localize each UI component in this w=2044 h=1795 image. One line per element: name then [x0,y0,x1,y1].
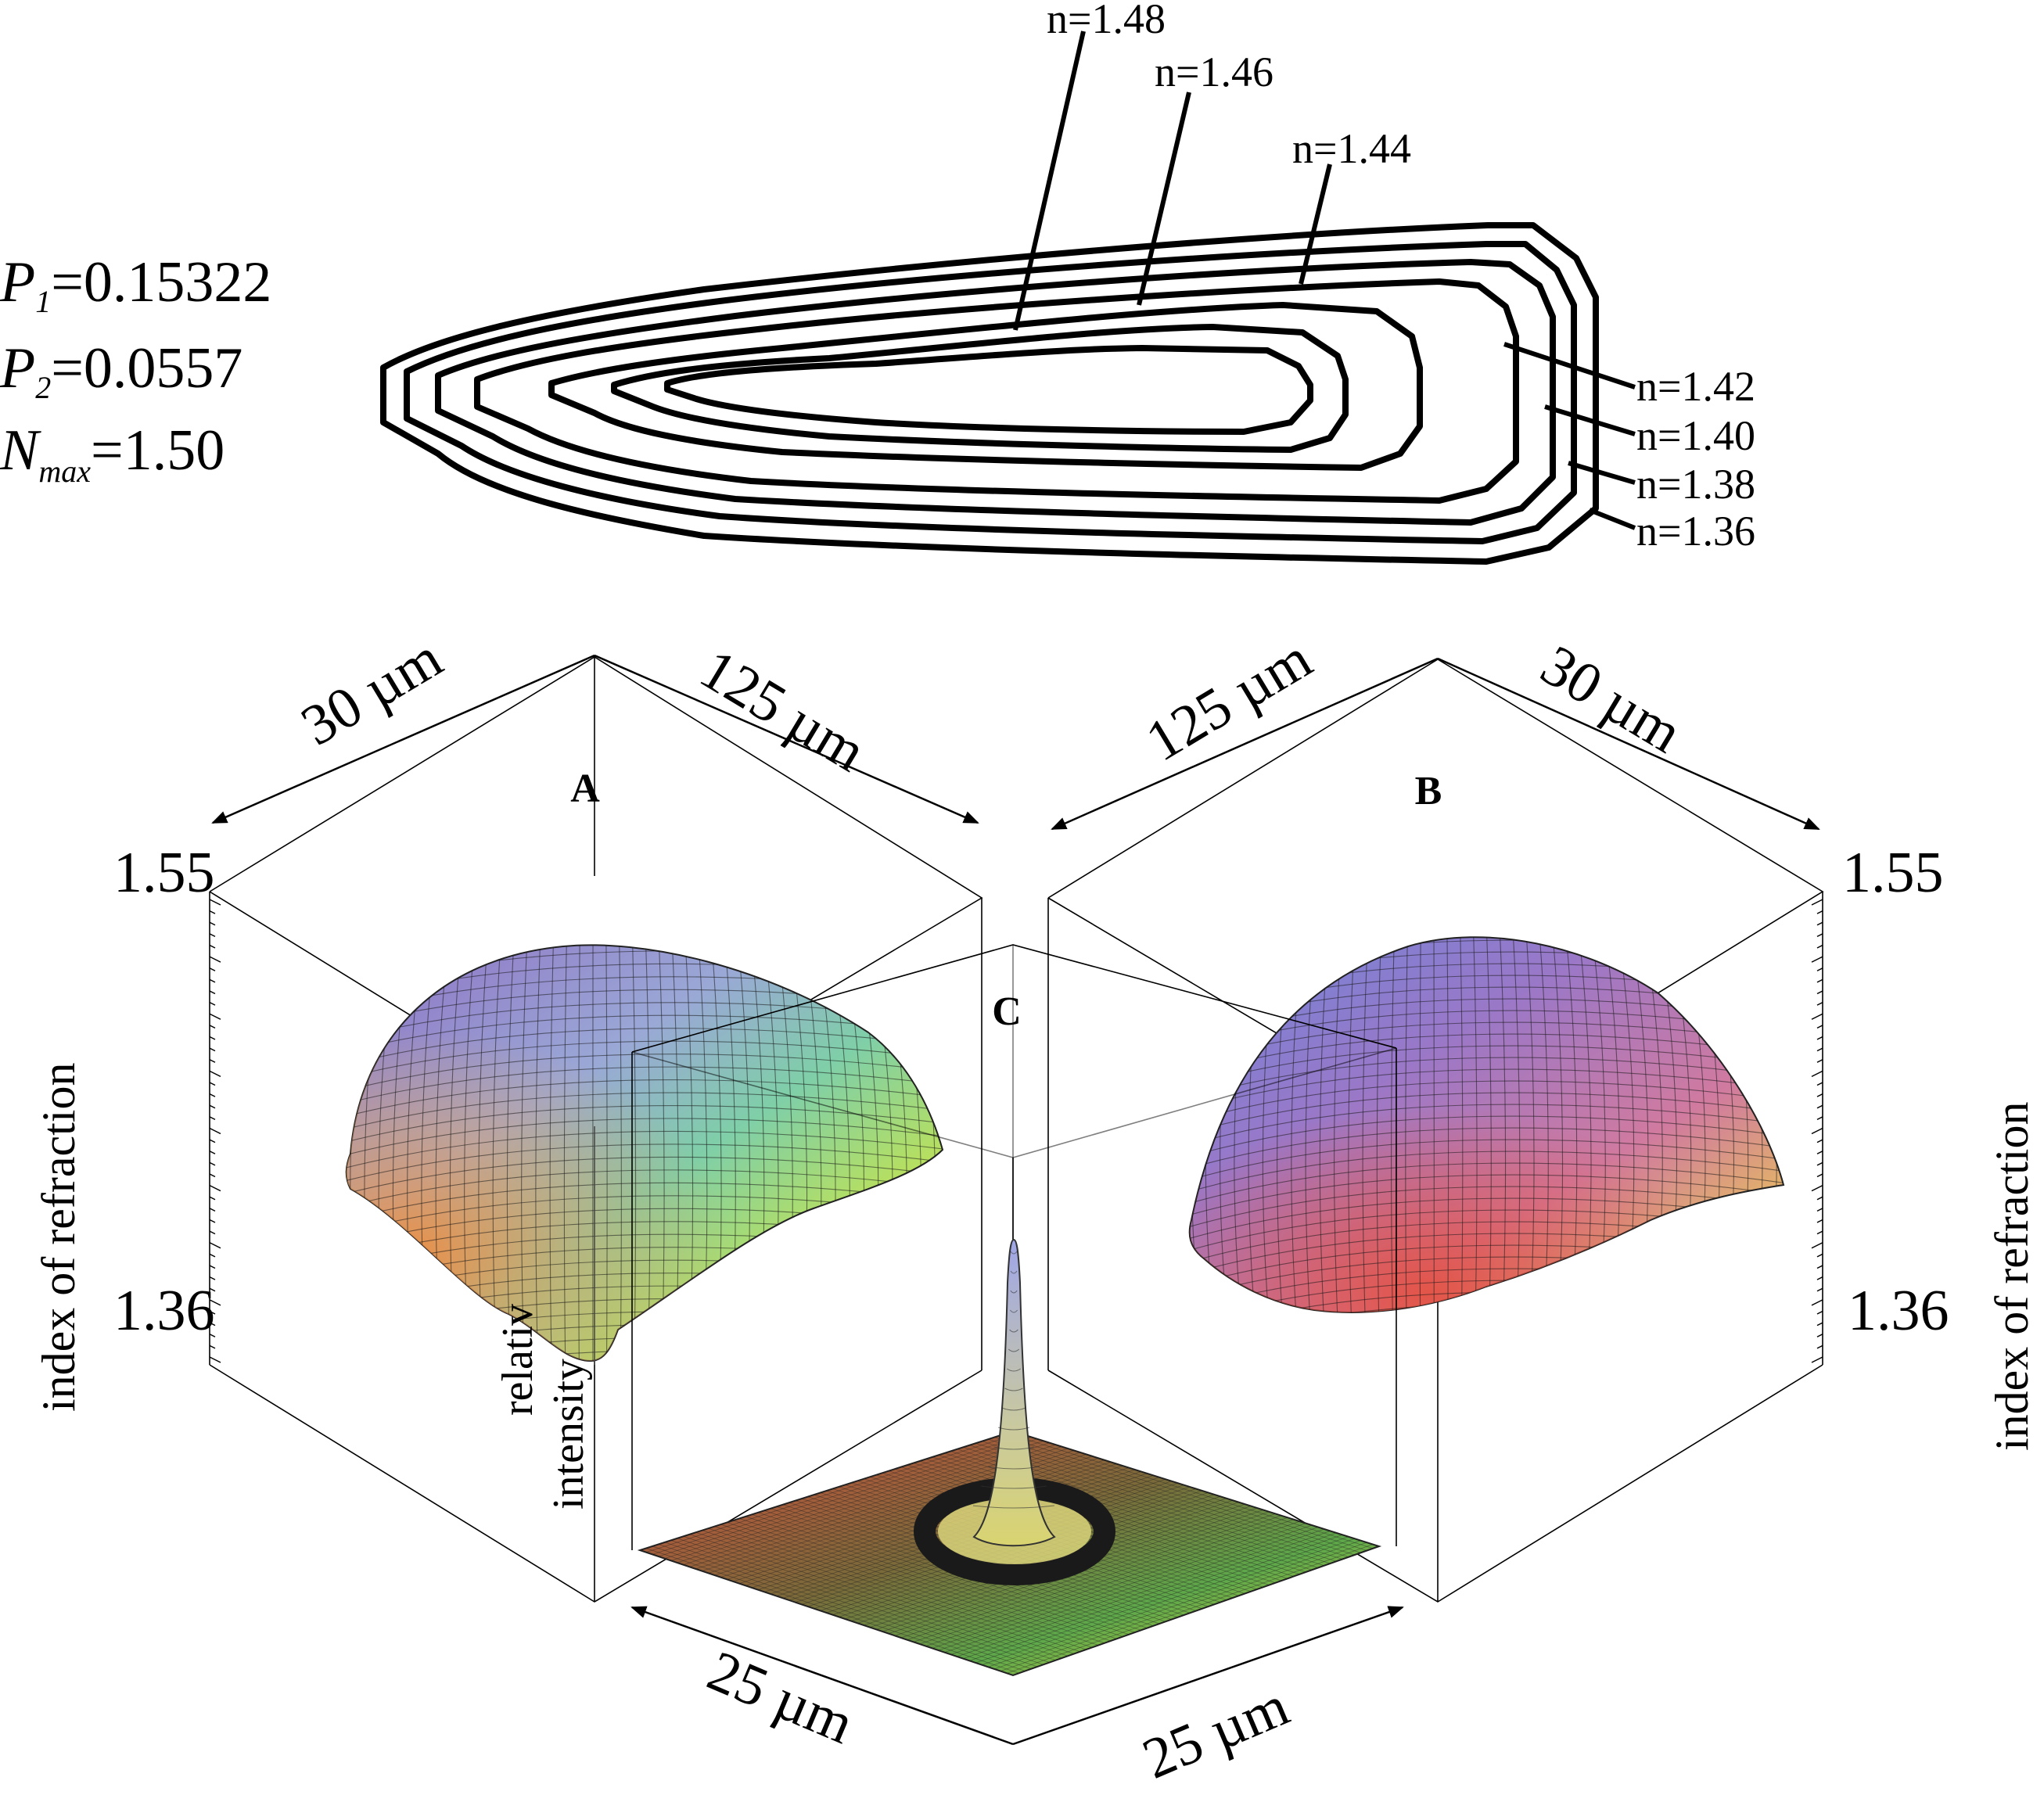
panel-b-surface [1188,936,1785,1313]
p1-line: P1=0.15322 [0,250,271,319]
contour-146 [611,324,1349,453]
panel-b-z-max: 1.55 [1842,841,1944,905]
leader-148 [1013,31,1086,331]
contour-142 [474,278,1519,504]
panel-a-z-axis-label: index of refraction [33,1063,84,1412]
leader-136 [1588,508,1636,530]
panel-a-arrow-right [594,654,979,824]
parameter-block: P1=0.15322 P2=0.0557 Nmax=1.50 [0,250,271,489]
contour-label-136: n=1.36 [1636,508,1755,555]
contour-label-140: n=1.40 [1636,412,1755,459]
contour-label-138: n=1.38 [1636,461,1755,508]
panel-a-z-max: 1.55 [113,841,215,905]
contour-plot: n=1.48 n=1.46 n=1.44 n=1.42 n=1.40 n=1.3… [380,0,1755,565]
panel-b-arrow-left [1051,657,1439,831]
p2-line: P2=0.0557 [0,336,242,405]
panel-c-dim-left: 25 µm [699,1639,862,1757]
panel-c-arrow-right [1012,1606,1404,1746]
panel-a-z-min: 1.36 [113,1279,215,1343]
contour-138 [404,241,1577,544]
panel-c-z-axis-label-2: intensity [544,1359,593,1510]
contour-label-146: n=1.46 [1155,48,1273,95]
panel-b-label: B [1415,769,1442,813]
panel-b-z-axis-label: index of refraction [1986,1102,2038,1451]
panel-b: B 1.55 1.36 index of refraction 125 µm 3… [1047,626,2038,1603]
panel-a-z-ticks [209,899,221,1363]
panel-a-dim-left: 30 µm [291,626,453,759]
panel-c-surface [637,1238,1382,1677]
panel-c: C relativ intensity 25 µm 25 µm [494,944,1404,1792]
panel-b-arrow-right [1437,657,1820,831]
panel-c-peak [972,1238,1056,1547]
panel-b-z-min: 1.36 [1848,1279,1949,1343]
contour-136 [380,222,1599,565]
contour-label-148: n=1.48 [1047,0,1166,42]
leader-142 [1503,342,1636,390]
leader-146 [1137,92,1191,306]
contour-140 [435,259,1556,526]
contour-label-142: n=1.42 [1636,363,1755,410]
contour-148 [664,345,1313,435]
nmax-line: Nmax=1.50 [0,418,225,489]
panel-a-dim-right: 125 µm [689,637,876,784]
panel-b-dim-right: 30 µm [1530,633,1692,766]
panel-c-arrow-left [630,1606,1014,1746]
panel-a: A 1.55 1.36 index of refraction 30 µm 12… [33,626,983,1603]
panel-a-label: A [570,766,600,811]
leader-144 [1299,163,1332,285]
contour-label-144: n=1.44 [1292,125,1411,172]
panel-c-z-axis-label-1: relativ [494,1304,542,1416]
panel-c-dim-right: 25 µm [1134,1674,1298,1792]
panel-a-arrow-left [211,654,595,824]
panel-c-label: C [992,989,1022,1034]
panel-a-surface [345,944,944,1365]
leader-140 [1544,404,1636,436]
contour-144 [548,302,1423,471]
leader-138 [1568,461,1636,485]
panel-b-z-ticks [1811,899,1823,1363]
